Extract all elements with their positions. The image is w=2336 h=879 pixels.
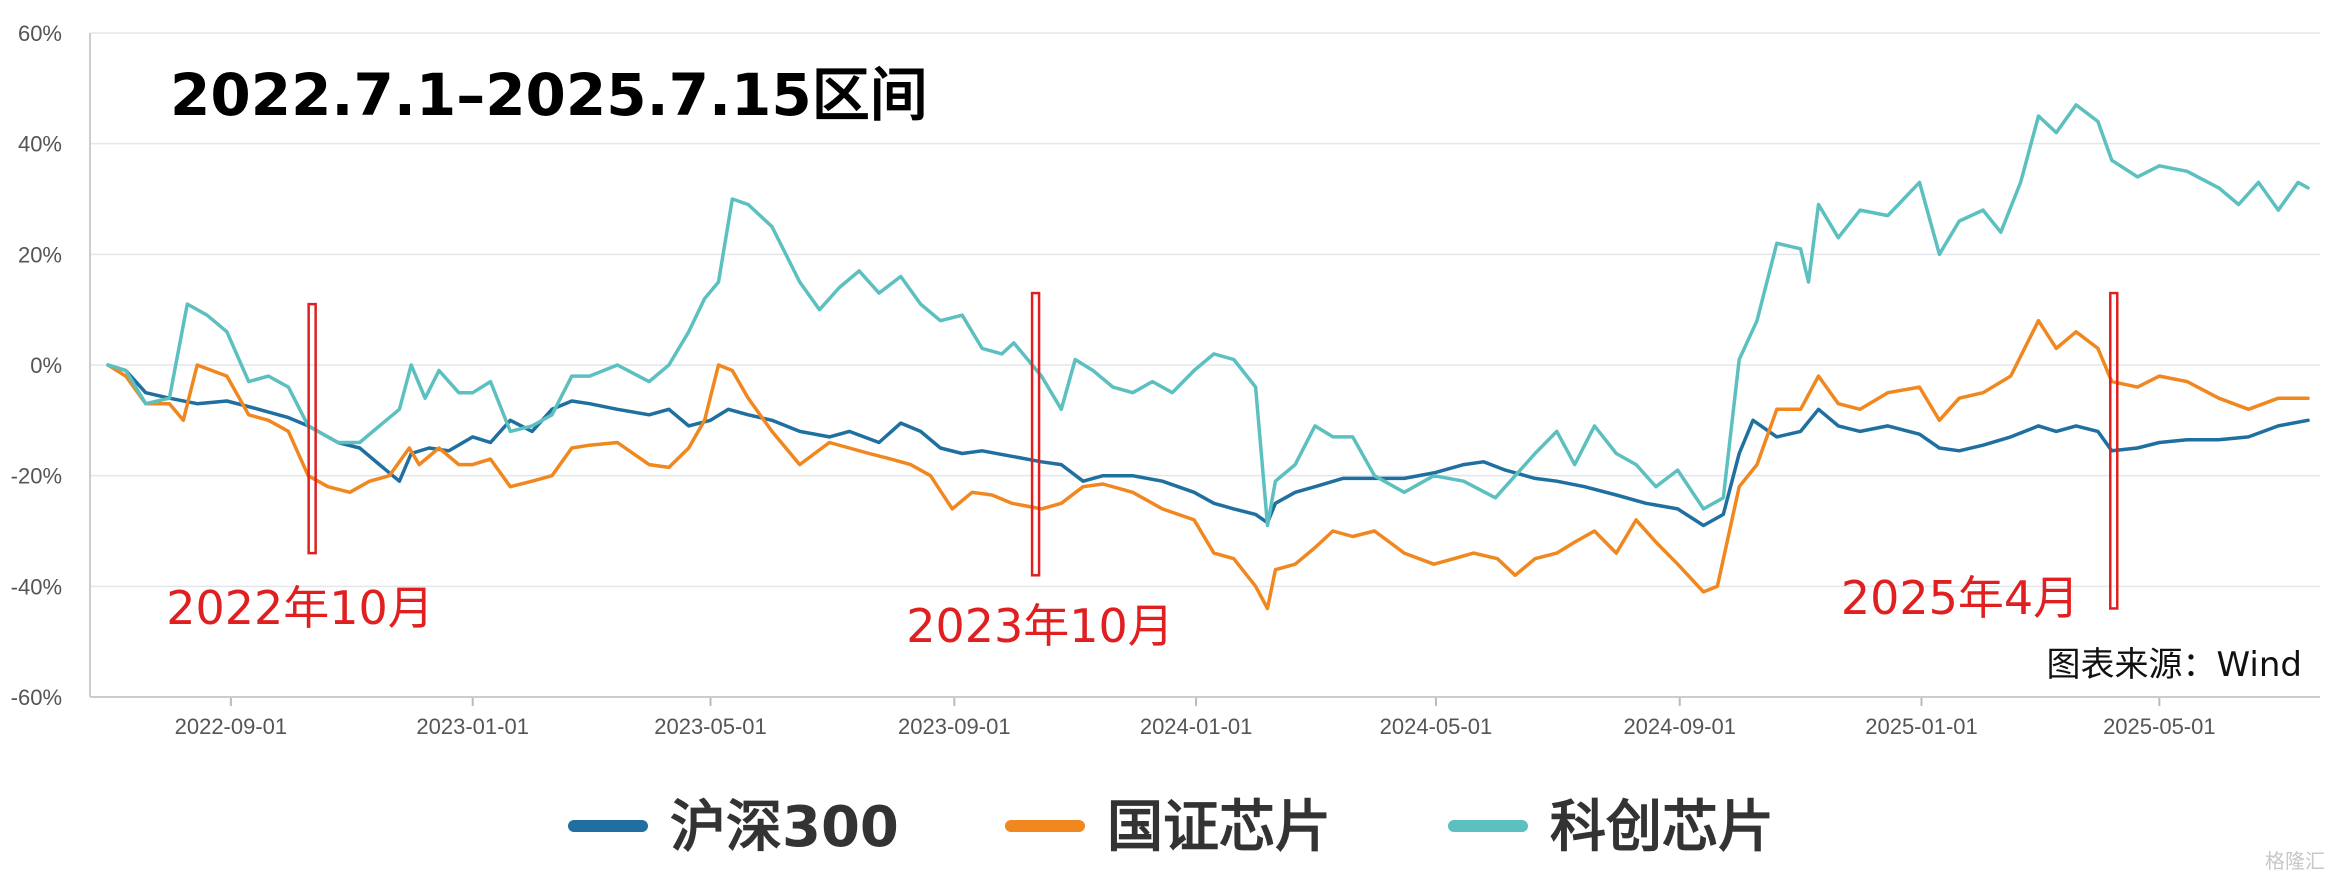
y-axis-ticks: 60% 40% 20% 0% -20% -40% -60% — [11, 21, 62, 710]
x-tick-label: 2022-09-01 — [175, 714, 288, 739]
y-tick-label: 0% — [30, 353, 62, 378]
y-tick-label: -20% — [11, 464, 62, 489]
legend-swatch — [568, 820, 648, 832]
y-tick-label: 40% — [18, 132, 62, 157]
legend-label: 国证芯片 — [1107, 795, 1331, 860]
x-tick-label: 2025-01-01 — [1865, 714, 1978, 739]
annotation-marker — [307, 302, 317, 555]
series-line-2 — [106, 318, 2310, 611]
annotation-marker — [2109, 291, 2119, 610]
series-line-1 — [106, 363, 2310, 528]
legend-swatch — [1448, 820, 1528, 832]
y-tick-label: -60% — [11, 685, 62, 710]
annotation-label: 2023年10月 — [906, 599, 1174, 653]
y-tick-label: 20% — [18, 242, 62, 267]
x-tick-label: 2024-05-01 — [1380, 714, 1493, 739]
x-tick-label: 2024-01-01 — [1140, 714, 1253, 739]
legend-label: 沪深300 — [670, 795, 899, 860]
x-tick-label: 2025-05-01 — [2103, 714, 2216, 739]
legend: 沪深300 国证芯片 科创芯片 — [568, 795, 1774, 860]
watermark: 格隆汇 — [2265, 849, 2325, 873]
legend-swatch — [1005, 820, 1085, 832]
legend-label: 科创芯片 — [1550, 795, 1774, 860]
chart-title: 2022.7.1–2025.7.15区间 — [170, 61, 928, 129]
annotation-label: 2022年10月 — [166, 581, 434, 635]
annotation-marker — [1030, 291, 1041, 577]
x-tick-label: 2023-05-01 — [654, 714, 767, 739]
x-axis-ticks: 2022-09-01 2023-01-01 2023-05-01 2023-09-01… — [175, 697, 2216, 739]
x-tick-label: 2023-09-01 — [898, 714, 1011, 739]
chart-source: 图表来源：Wind — [2047, 645, 2302, 685]
series-line-3 — [106, 103, 2310, 528]
y-tick-label: 60% — [18, 21, 62, 46]
x-tick-label: 2023-01-01 — [416, 714, 529, 739]
grid-lines — [90, 32, 2320, 588]
x-tick-label: 2024-09-01 — [1623, 714, 1736, 739]
y-tick-label: -40% — [11, 574, 62, 599]
series-lines — [106, 103, 2310, 611]
annotations: 2022年10月 2023年10月 2025年4月 — [166, 291, 2119, 653]
annotation-label: 2025年4月 — [1841, 571, 2079, 625]
